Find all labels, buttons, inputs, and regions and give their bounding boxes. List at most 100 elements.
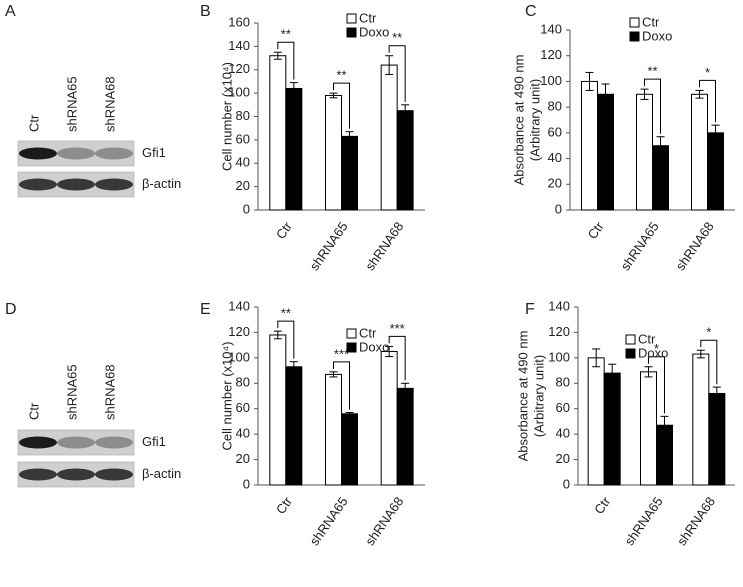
- error-bar: [289, 361, 298, 373]
- significance-bracket: [388, 335, 406, 381]
- error-bar: [644, 366, 653, 378]
- panel-letter: E: [200, 301, 211, 318]
- y-tick-label: 20: [236, 451, 250, 466]
- lane-label: shRNA68: [102, 76, 117, 132]
- y-tick-label: 160: [228, 14, 250, 29]
- bar: [269, 334, 287, 486]
- lane-label: Ctr: [26, 402, 41, 420]
- bar: [636, 93, 653, 211]
- x-tick-label: Ctr: [273, 494, 296, 517]
- legend-swatch: [629, 31, 640, 42]
- significance-bracket: [333, 361, 350, 410]
- y-tick-label: 140: [540, 21, 562, 36]
- bar: [341, 413, 358, 486]
- error-bar: [660, 415, 669, 435]
- y-tick-label: 80: [548, 99, 562, 114]
- blot-band: [57, 436, 95, 449]
- bar: [603, 372, 621, 486]
- y-tick-label: 60: [556, 400, 570, 415]
- significance-bracket: [388, 45, 406, 102]
- y-tick-label: 100: [540, 73, 562, 88]
- bar: [380, 351, 398, 486]
- significance-label: *: [654, 341, 659, 356]
- significance-bracket: [644, 78, 661, 134]
- panel-letter: B: [200, 3, 211, 20]
- panel-letter: F: [525, 301, 535, 318]
- panel-letter: D: [5, 301, 17, 318]
- bar: [325, 373, 342, 486]
- y-tick-label: 120: [228, 61, 250, 76]
- blot-band: [19, 436, 57, 449]
- y-axis-label: (Arbitrary unit): [531, 355, 546, 437]
- y-tick-label: 120: [228, 324, 250, 339]
- bar: [692, 353, 710, 486]
- significance-bracket: [333, 82, 350, 129]
- significance-bracket: [699, 79, 716, 123]
- y-axis-label: (Arbitrary unit): [527, 79, 542, 161]
- panel-letter: C: [525, 3, 537, 20]
- x-tick-label: Ctr: [591, 494, 614, 517]
- legend-label: Ctr: [638, 331, 656, 346]
- bar: [652, 145, 669, 211]
- significance-bracket: [277, 41, 295, 80]
- bar: [708, 392, 726, 486]
- y-tick-label: 40: [556, 426, 570, 441]
- error-bar: [608, 363, 617, 383]
- blot-band: [19, 147, 57, 160]
- lane-label: shRNA65: [64, 76, 79, 132]
- band-label: β-actin: [142, 176, 181, 191]
- error-bar: [401, 104, 410, 117]
- y-tick-label: 120: [548, 324, 570, 339]
- error-bar: [329, 92, 338, 99]
- legend-label: Ctr: [359, 325, 377, 340]
- y-tick-label: 20: [548, 176, 562, 191]
- bar: [640, 371, 657, 486]
- bar: [285, 366, 303, 486]
- significance-label: **: [281, 306, 291, 321]
- bar: [707, 132, 724, 211]
- error-bar: [601, 83, 610, 106]
- significance-label: *: [705, 65, 710, 80]
- x-tick-label: shRNA68: [673, 219, 717, 273]
- bar: [285, 87, 303, 211]
- lane-label: shRNA65: [64, 364, 79, 420]
- x-tick-label: shRNA65: [307, 494, 351, 548]
- y-tick-label: 60: [236, 400, 250, 415]
- y-tick-label: 120: [540, 47, 562, 62]
- significance-label: **: [392, 30, 402, 45]
- bar: [325, 94, 342, 211]
- significance-label: ***: [334, 346, 349, 361]
- significance-label: *: [706, 325, 711, 340]
- bar: [341, 135, 358, 211]
- panel-letter: A: [5, 3, 16, 20]
- bar: [587, 357, 605, 486]
- x-tick-label: shRNA65: [622, 494, 666, 548]
- blot-band: [57, 178, 95, 191]
- legend-swatch: [629, 17, 640, 28]
- x-tick-label: Ctr: [273, 219, 296, 242]
- y-axis-label: Cell number (x10⁴): [219, 342, 234, 451]
- band-label: Gfi1: [142, 434, 166, 449]
- error-bar: [289, 82, 298, 95]
- bar: [396, 110, 414, 211]
- y-tick-label: 20: [236, 178, 250, 193]
- error-bar: [273, 51, 282, 60]
- y-tick-label: 100: [228, 349, 250, 364]
- error-bar: [656, 136, 665, 156]
- y-tick-label: 40: [236, 426, 250, 441]
- blot-band: [19, 468, 57, 481]
- error-bar: [592, 348, 601, 368]
- error-bar: [401, 382, 410, 394]
- y-tick-label: 60: [548, 124, 562, 139]
- error-bar: [585, 71, 594, 91]
- lane-label: shRNA68: [102, 364, 117, 420]
- bar: [691, 93, 708, 211]
- error-bar: [640, 88, 649, 100]
- y-tick-label: 140: [548, 298, 570, 313]
- legend-swatch: [625, 334, 636, 345]
- significance-label: **: [281, 27, 291, 42]
- y-tick-label: 140: [228, 38, 250, 53]
- legend-label: Doxo: [642, 28, 672, 43]
- y-tick-label: 60: [236, 131, 250, 146]
